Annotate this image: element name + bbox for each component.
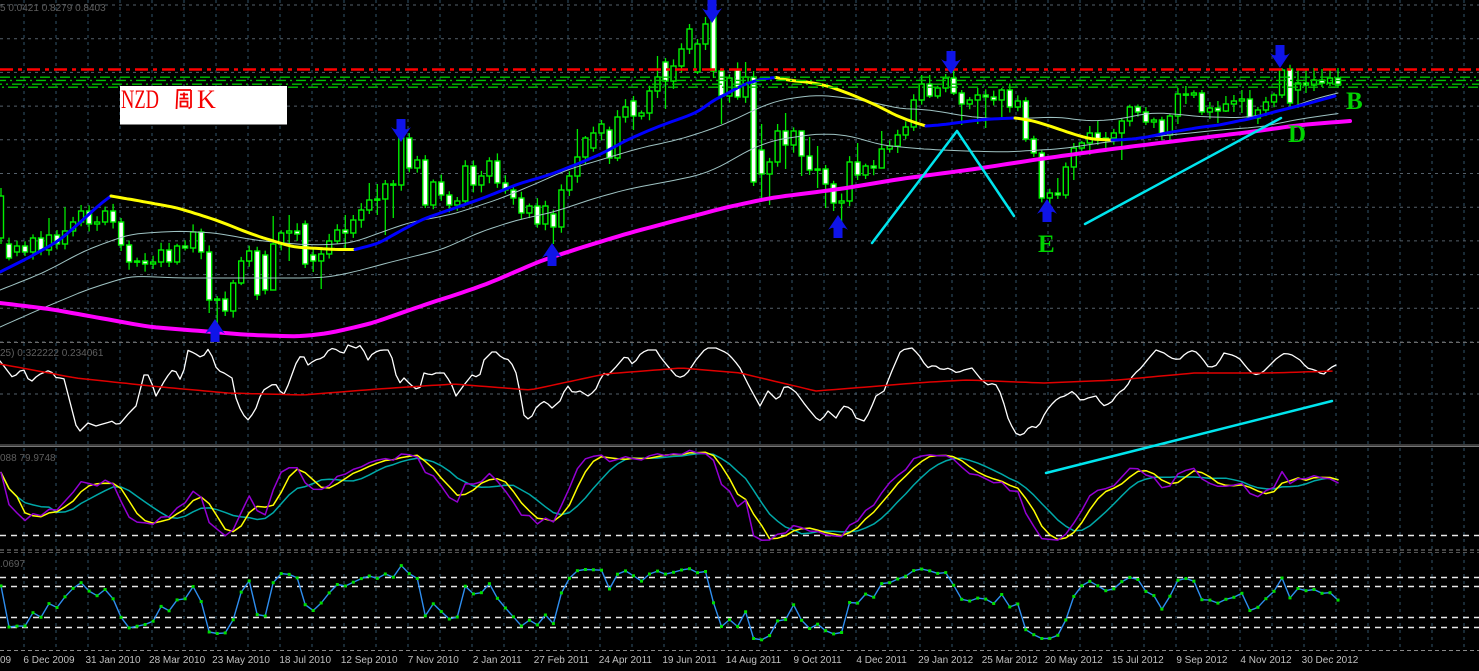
svg-text:25 Mar 2012: 25 Mar 2012 — [982, 655, 1039, 666]
svg-text:5 0.0421 0.8279 0.8403: 5 0.0421 0.8279 0.8403 — [0, 3, 106, 14]
svg-text:4 Nov 2012: 4 Nov 2012 — [1240, 655, 1292, 666]
svg-text:7 Nov 2010: 7 Nov 2010 — [408, 655, 460, 666]
svg-text:14 Aug 2011: 14 Aug 2011 — [726, 655, 782, 666]
svg-text:9 Sep 2012: 9 Sep 2012 — [1176, 655, 1228, 666]
svg-text:12 Sep 2010: 12 Sep 2010 — [341, 655, 398, 666]
svg-text:E: E — [1038, 231, 1055, 258]
svg-text:088 79.9748: 088 79.9748 — [0, 453, 56, 464]
svg-text:15 Jul 2012: 15 Jul 2012 — [1112, 655, 1164, 666]
svg-text:K: K — [197, 85, 216, 114]
svg-text:NZD: NZD — [121, 85, 159, 114]
svg-text:27 Feb 2011: 27 Feb 2011 — [534, 655, 590, 666]
svg-text:09: 09 — [0, 655, 12, 666]
svg-text:24 Apr 2011: 24 Apr 2011 — [599, 655, 653, 666]
svg-text:18 Jul 2010: 18 Jul 2010 — [279, 655, 331, 666]
svg-text:20 May 2012: 20 May 2012 — [1045, 655, 1103, 666]
svg-text:30 Dec 2012: 30 Dec 2012 — [1302, 655, 1359, 666]
svg-text:23 May 2010: 23 May 2010 — [212, 655, 270, 666]
svg-text:4 Dec 2011: 4 Dec 2011 — [856, 655, 907, 666]
svg-text:19 Jun 2011: 19 Jun 2011 — [662, 655, 717, 666]
svg-text:28 Mar 2010: 28 Mar 2010 — [149, 655, 206, 666]
svg-text:D: D — [1288, 121, 1306, 148]
svg-text:B: B — [1346, 88, 1363, 115]
svg-text:.0697: .0697 — [0, 559, 25, 570]
svg-text:6 Dec 2009: 6 Dec 2009 — [23, 655, 75, 666]
svg-text:25) 0.322222 0.234061: 25) 0.322222 0.234061 — [0, 348, 104, 359]
svg-text:29 Jan 2012: 29 Jan 2012 — [918, 655, 973, 666]
svg-text:9 Oct 2011: 9 Oct 2011 — [794, 655, 843, 666]
svg-text:31 Jan 2010: 31 Jan 2010 — [85, 655, 140, 666]
svg-text:2 Jan 2011: 2 Jan 2011 — [473, 655, 522, 666]
